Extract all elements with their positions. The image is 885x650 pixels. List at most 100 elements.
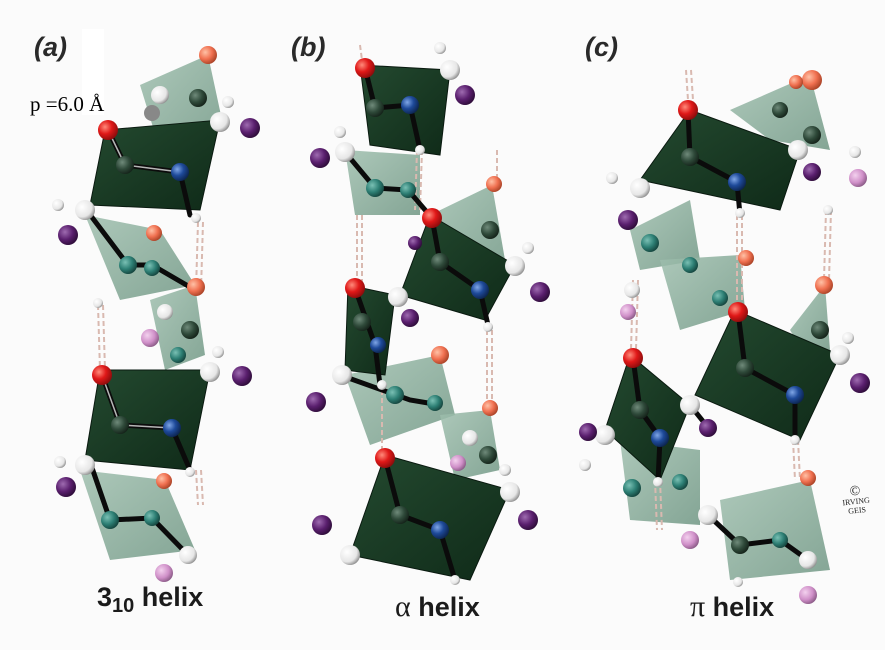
peptide-plane-back: [630, 200, 700, 270]
side-chain-atom: [310, 148, 330, 168]
carbon-atom: [623, 479, 641, 497]
hydrogen-atom: [823, 205, 833, 215]
nitrogen-atom: [144, 510, 160, 526]
oxygen-atom: [375, 448, 395, 468]
carbon-atom: [736, 359, 754, 377]
hydrogen-atom: [483, 322, 493, 332]
caption-pi-text: helix: [705, 592, 775, 622]
carbon-atom: [189, 89, 207, 107]
side-chain-atom: [408, 236, 422, 250]
hydrogen-atom: [212, 346, 224, 358]
oxygen-atom: [98, 120, 118, 140]
carbon-atom: [431, 253, 449, 271]
oxygen-atom: [92, 365, 112, 385]
alpha-carbon-atom: [210, 112, 230, 132]
hydrogen-atom: [653, 477, 663, 487]
caption-alpha-helix: α helix: [395, 590, 480, 624]
alpha-carbon-atom: [440, 60, 460, 80]
alpha-carbon-atom: [799, 551, 817, 569]
side-chain-atom: [58, 225, 78, 245]
caption-310-main: 3: [97, 582, 113, 612]
alpha-carbon-atom: [830, 345, 850, 365]
caption-alpha-symbol: α: [395, 590, 411, 623]
alpha-carbon-atom: [698, 505, 718, 525]
hydrogen-atom: [415, 145, 425, 155]
side-chain-atom: [618, 210, 638, 230]
carbon-atom: [811, 321, 829, 339]
oxygen-atom: [187, 278, 205, 296]
side-chain-atom: [401, 309, 419, 327]
carbon-atom: [101, 511, 119, 529]
hydrogen-atom: [52, 199, 64, 211]
side-chain-atom: [803, 163, 821, 181]
alpha-carbon-atom: [332, 365, 352, 385]
side-chain-atom: [141, 329, 159, 347]
hydrogen-atom: [735, 208, 745, 218]
hydrogen-atom: [151, 86, 169, 104]
peptide-plane: [639, 109, 801, 211]
oxygen-atom: [623, 348, 643, 368]
oxygen-atom: [815, 276, 833, 294]
hydrogen-bonds: [97, 221, 204, 506]
carbon-atom: [479, 446, 497, 464]
peptide-plane: [349, 454, 511, 581]
caption-pi-symbol: π: [690, 590, 706, 623]
peptide-plane-back: [85, 215, 195, 300]
nitrogen-atom: [651, 429, 669, 447]
alpha-carbon-atom: [505, 256, 525, 276]
hydrogen-atom: [790, 435, 800, 445]
backbone-bonds: [337, 65, 491, 583]
hydrogen-atom: [522, 242, 534, 254]
alpha-carbon-atom: [595, 425, 615, 445]
oxygen-atom: [355, 58, 375, 78]
alpha-carbon-atom: [630, 178, 650, 198]
alpha-carbon-atom: [388, 287, 408, 307]
oxygen-atom: [789, 75, 803, 89]
nitrogen-atom: [772, 532, 788, 548]
panel-a-label: (a): [34, 32, 67, 62]
carbon-atom: [631, 401, 649, 419]
carbon-atom: [116, 156, 134, 174]
oxygen-atom: [678, 100, 698, 120]
hydrogen-atom: [849, 146, 861, 158]
carbon-atom: [803, 126, 821, 144]
side-chain-atom: [579, 423, 597, 441]
carbon-atom: [682, 257, 698, 273]
hydrogen-atom: [157, 304, 173, 320]
side-chain-atom: [850, 373, 870, 393]
caption-alpha-text: helix: [410, 592, 480, 622]
caption-pi-helix: π helix: [690, 590, 774, 624]
hydrogen-atom: [499, 464, 511, 476]
carbon-atom: [481, 221, 499, 239]
pitch-annotation: p =6.0 Å: [30, 92, 105, 116]
carbon-atom: [391, 506, 409, 524]
panel-c-helix-model: [579, 69, 870, 604]
carbon-atom: [427, 395, 443, 411]
side-chain-atom: [799, 586, 817, 604]
panel-b-helix-model: [306, 42, 550, 585]
side-chain-atom: [518, 510, 538, 530]
alpha-carbon-atom: [200, 362, 220, 382]
oxygen-atom: [422, 208, 442, 228]
panel-c-label: (c): [585, 32, 618, 62]
alpha-carbon-atom: [335, 142, 355, 162]
panel-b-label: (b): [291, 32, 326, 62]
side-chain-atom: [699, 419, 717, 437]
carbon-atom: [119, 256, 137, 274]
side-chain-atom: [155, 564, 173, 582]
nitrogen-atom: [471, 281, 489, 299]
caption-310-helix: 310 helix: [97, 582, 203, 618]
carbon-atom: [353, 313, 371, 331]
oxygen-atom: [431, 346, 449, 364]
nitrogen-atom: [728, 173, 746, 191]
side-chain-atom: [681, 531, 699, 549]
caption-310-text: helix: [134, 582, 204, 612]
nitrogen-atom: [370, 337, 386, 353]
artist-name: IRVING GEIS: [842, 495, 871, 516]
carbon-atom: [731, 536, 749, 554]
carbon-atom: [712, 290, 728, 306]
side-chain-atom: [450, 455, 466, 471]
hydrogen-atom: [434, 42, 446, 54]
carbon-atom: [144, 105, 160, 121]
